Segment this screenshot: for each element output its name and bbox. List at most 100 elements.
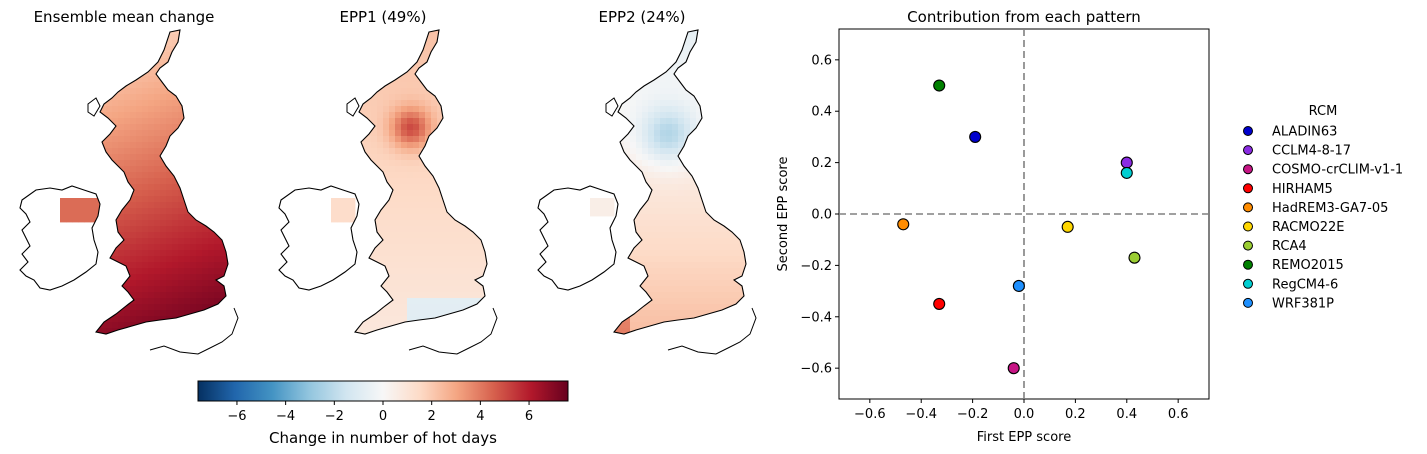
- heat-cell: [389, 226, 396, 233]
- heat-cell: [666, 316, 673, 323]
- heat-cell: [419, 88, 426, 95]
- heat-cell: [172, 334, 178, 340]
- heat-cell: [642, 232, 649, 239]
- heat-cell: [118, 142, 125, 149]
- heat-cell: [202, 238, 209, 245]
- heat-cell: [467, 30, 474, 35]
- heat-cell: [714, 304, 721, 311]
- heat-cell: [371, 298, 378, 305]
- heat-cell: [142, 304, 149, 311]
- heat-cell: [349, 198, 356, 205]
- heat-cell: [208, 262, 215, 269]
- heat-cell: [449, 202, 456, 209]
- heat-cell: [485, 226, 487, 233]
- heat-cell: [220, 58, 227, 65]
- heat-cell: [630, 88, 637, 95]
- heat-cell: [630, 202, 637, 209]
- heat-cell: [196, 280, 203, 287]
- heat-cell: [431, 100, 438, 107]
- heat-cell: [124, 154, 131, 161]
- heat-cell: [100, 274, 107, 281]
- heat-cell: [720, 70, 727, 77]
- heat-cell: [684, 238, 691, 245]
- heat-cell: [618, 214, 625, 221]
- heat-cell: [473, 160, 480, 167]
- heat-cell: [100, 82, 107, 89]
- coastline-great-britain: [95, 29, 229, 335]
- heat-cell: [449, 124, 456, 131]
- heat-cell: [178, 148, 185, 155]
- heat-cell: [184, 316, 191, 323]
- heat-cell: [738, 184, 745, 191]
- heat-cell: [337, 216, 344, 223]
- heat-cell: [702, 34, 709, 41]
- heat-cell: [359, 286, 366, 293]
- heat-cell: [672, 220, 679, 227]
- heat-cell: [467, 142, 474, 149]
- heat-cell: [172, 232, 179, 239]
- heat-cell: [630, 232, 637, 239]
- heat-cell: [660, 274, 667, 281]
- heat-cell: [690, 310, 697, 317]
- heat-cell: [72, 198, 79, 205]
- heat-cell: [395, 148, 402, 155]
- heat-cell: [160, 124, 167, 131]
- heat-cell: [461, 190, 468, 197]
- heat-cell: [437, 208, 444, 215]
- heat-cell: [449, 256, 456, 263]
- heat-cell: [226, 316, 228, 323]
- heat-cell: [455, 214, 462, 221]
- heat-cell: [672, 280, 679, 287]
- heat-cell: [214, 310, 221, 317]
- heat-cell: [708, 106, 715, 113]
- map-panel-epp1: EPP1 (49%): [278, 8, 498, 355]
- y-tick-label: 0.4: [811, 105, 832, 120]
- heat-cell: [672, 154, 679, 161]
- heat-cell: [738, 112, 745, 119]
- heat-cell: [220, 190, 227, 197]
- heat-cell: [142, 130, 149, 137]
- heat-cell: [202, 34, 209, 41]
- heat-cell: [473, 274, 480, 281]
- heat-cell: [702, 232, 709, 239]
- legend: RCM ALADIN63CCLM4-8-17COSMO-crCLIM-v1-1H…: [1243, 104, 1403, 311]
- heat-cell: [178, 106, 185, 113]
- heat-cell: [473, 244, 480, 251]
- heat-cell: [437, 64, 444, 71]
- heat-cell: [190, 124, 197, 131]
- heat-cell: [160, 322, 167, 329]
- heat-cell: [407, 286, 414, 293]
- heat-cell: [202, 256, 209, 263]
- heat-cell: [690, 40, 697, 47]
- heat-cell: [130, 160, 137, 167]
- heat-cell: [100, 172, 107, 179]
- heat-cell: [696, 94, 703, 101]
- heat-cell: [690, 334, 696, 340]
- heat-cell: [714, 52, 721, 59]
- heat-cell: [630, 274, 637, 281]
- heat-cell: [106, 52, 113, 59]
- heat-cell: [226, 112, 228, 119]
- heat-cell: [696, 88, 703, 95]
- scatter-point: [1120, 166, 1133, 179]
- heat-cell: [166, 322, 173, 329]
- heat-cell: [425, 70, 432, 77]
- heat-cell: [624, 46, 631, 53]
- heat-cell: [377, 244, 384, 251]
- heat-cell: [148, 238, 155, 245]
- heat-cell: [112, 232, 119, 239]
- heat-cell: [720, 214, 727, 221]
- heat-cell: [359, 52, 366, 59]
- heat-cell: [124, 202, 131, 209]
- heat-cell: [154, 124, 161, 131]
- heat-cell: [136, 172, 143, 179]
- heat-cell: [196, 148, 203, 155]
- heat-cell: [172, 310, 179, 317]
- heat-cell: [702, 136, 709, 143]
- heat-cell: [720, 292, 727, 299]
- heat-cell: [654, 280, 661, 287]
- heat-cell: [618, 166, 625, 173]
- heat-cell: [714, 196, 721, 203]
- heat-cell: [419, 52, 426, 59]
- heat-cell: [485, 94, 487, 101]
